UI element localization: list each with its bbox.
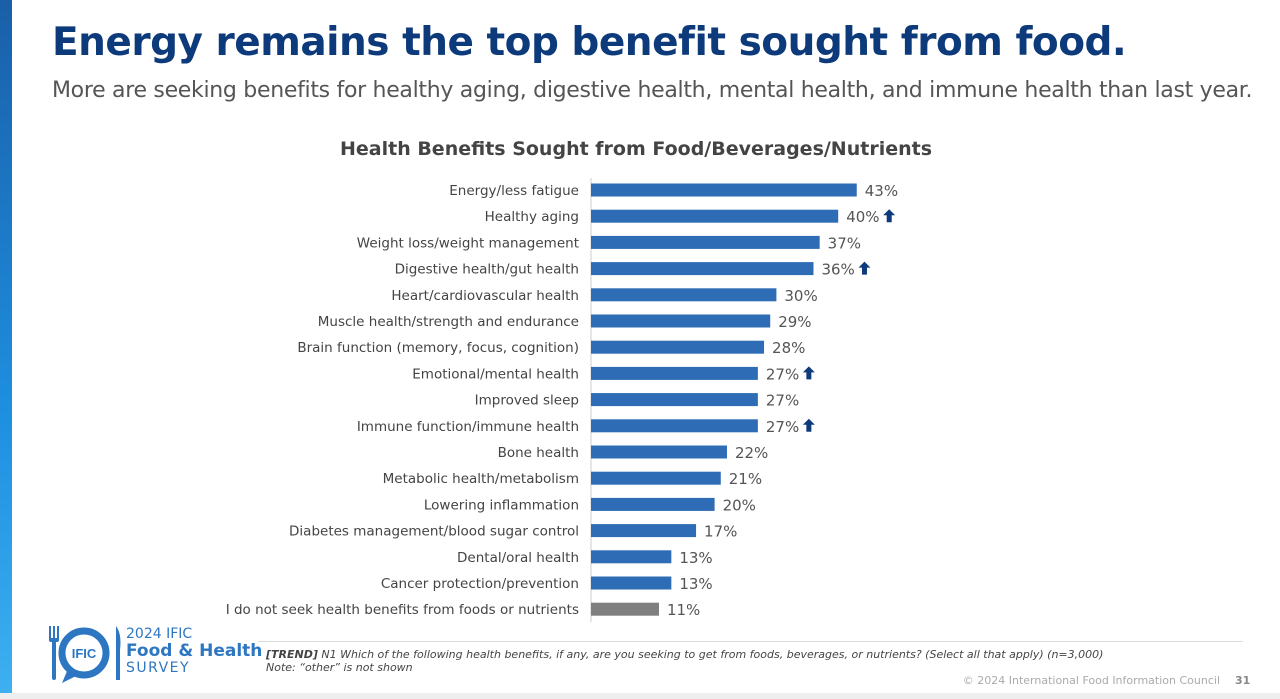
data-label: 27% (766, 392, 799, 410)
category-label: Diabetes management/blood sugar control (289, 524, 579, 540)
category-label: I do not seek health benefits from foods… (226, 602, 579, 618)
data-label: 40% (846, 208, 879, 226)
bar (591, 235, 820, 249)
footer-divider (258, 641, 1243, 642)
footnote-note: Note: “other” is not shown (266, 661, 413, 674)
chart-title: Health Benefits Sought from Food/Beverag… (0, 138, 1272, 160)
category-label: Cancer protection/prevention (381, 576, 579, 592)
bar-chart: Energy/less fatigue 43% Healthy aging 40% We… (226, 178, 898, 622)
category-label: Digestive health/gut health (395, 262, 579, 278)
data-label: 43% (865, 182, 898, 200)
bar (591, 576, 672, 590)
data-label: 21% (729, 470, 762, 488)
logo-line1: 2024 IFIC (126, 626, 193, 642)
bar (591, 183, 857, 197)
trend-up-arrow-icon (802, 366, 815, 380)
bar (591, 209, 839, 223)
trend-up-arrow-icon (883, 209, 896, 223)
logo-text: 2024 IFIC Food & Health SURVEY (126, 626, 262, 677)
data-label: 27% (766, 418, 799, 436)
bar (591, 550, 672, 564)
logo-badge-text: IFIC (72, 646, 97, 661)
bar (591, 497, 715, 511)
logo-line3: SURVEY (126, 660, 191, 676)
category-label: Emotional/mental health (412, 366, 579, 382)
side-accent-bar (0, 0, 12, 699)
data-label: 36% (821, 261, 854, 279)
category-label: Heart/cardiovascular health (391, 288, 579, 304)
trend-up-arrow-icon (858, 261, 871, 275)
data-label: 30% (784, 287, 817, 305)
data-label: 13% (679, 575, 712, 593)
footnote-question: N1 Which of the following health benefit… (317, 648, 1104, 661)
data-label: 22% (735, 444, 768, 462)
category-label: Bone health (498, 445, 579, 461)
bar (591, 419, 758, 433)
bar (591, 471, 721, 485)
data-label: 29% (778, 313, 811, 331)
bar (591, 393, 758, 407)
footnote: [TREND] N1 Which of the following health… (266, 648, 1103, 674)
bar (591, 288, 777, 302)
chart-title-text: Health Benefits Sought from Food/Beverag… (339, 138, 933, 160)
footnote-tag: [TREND] (266, 648, 318, 661)
category-label: Energy/less fatigue (449, 183, 579, 199)
category-label: Muscle health/strength and endurance (318, 314, 579, 330)
data-label: 37% (828, 234, 861, 252)
bar (591, 524, 697, 538)
bar (591, 262, 814, 276)
bar (591, 602, 659, 616)
data-label: 28% (772, 339, 805, 357)
copyright: © 2024 International Food Information Co… (962, 674, 1220, 687)
page-title: Energy remains the top benefit sought fr… (52, 20, 1127, 65)
bar (591, 314, 771, 328)
data-label: 11% (667, 601, 700, 619)
bar (591, 340, 765, 354)
category-label: Improved sleep (475, 393, 579, 409)
category-label: Metabolic health/metabolism (383, 471, 579, 487)
bar (591, 366, 758, 380)
category-label: Healthy aging (485, 209, 579, 225)
page-subtitle: More are seeking benefits for healthy ag… (52, 78, 1253, 103)
bottom-strip (0, 693, 1280, 699)
ific-logo: IFIC (49, 626, 121, 683)
data-label: 27% (766, 365, 799, 383)
bar (591, 445, 727, 459)
trend-up-arrow-icon (802, 418, 815, 432)
category-label: Brain function (memory, focus, cognition… (297, 340, 579, 356)
page-number: 31 (1235, 674, 1251, 687)
category-label: Lowering inflammation (424, 497, 579, 513)
data-label: 17% (704, 523, 737, 541)
category-label: Immune function/immune health (357, 419, 579, 435)
logo-line2: Food & Health (126, 641, 263, 661)
category-label: Dental/oral health (457, 550, 579, 566)
data-label: 20% (723, 496, 756, 514)
data-label: 13% (679, 549, 712, 567)
category-label: Weight loss/weight management (357, 235, 579, 251)
